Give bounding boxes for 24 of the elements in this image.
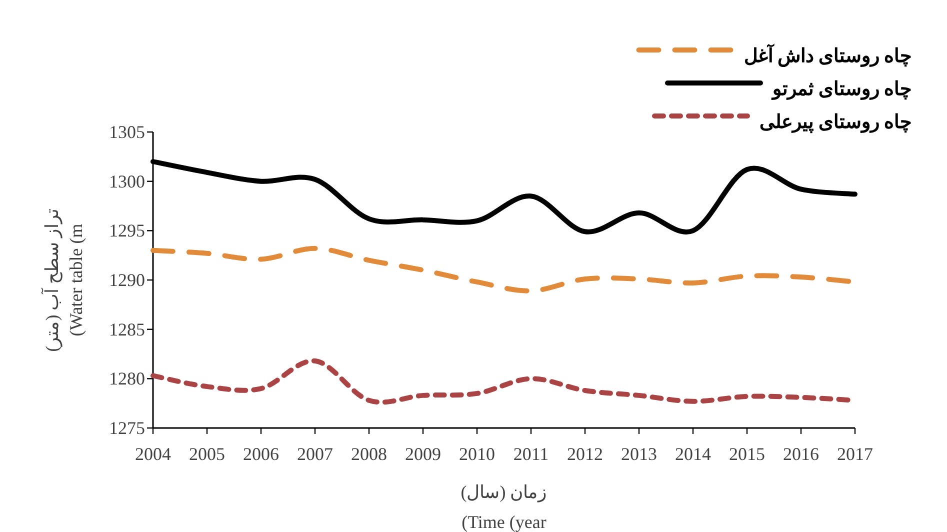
x-tick-label: 2011	[513, 444, 549, 464]
legend-label: چاه روستای داش آغل	[744, 43, 912, 67]
y-tick-label: 1300	[109, 171, 145, 192]
legend-label: چاه روستای پیرعلی	[760, 112, 912, 133]
y-tick-label: 1285	[109, 319, 145, 340]
y-tick-label: 1295	[109, 220, 145, 241]
x-tick-label: 2013	[621, 444, 657, 464]
x-tick-label: 2017	[837, 444, 873, 464]
legend-label: چاه روستای ثمرتو	[770, 79, 912, 100]
y-tick-label: 1280	[109, 368, 145, 389]
x-tick-label: 2012	[567, 444, 603, 464]
x-tick-label: 2007	[297, 444, 333, 464]
y-tick-label: 1275	[109, 418, 145, 438]
x-tick-label: 2008	[351, 444, 387, 464]
x-tick-label: 2009	[405, 444, 441, 464]
x-tick-label: 2005	[189, 444, 225, 464]
y-tick-label: 1290	[109, 270, 145, 290]
x-tick-label: 2016	[783, 444, 819, 464]
x-tick-label: 2015	[729, 444, 765, 464]
y-tick-label: 1305	[109, 122, 145, 142]
x-tick-label: 2014	[675, 444, 711, 464]
x-tick-label: 2006	[243, 444, 279, 464]
x-tick-label: 2004	[135, 444, 171, 464]
x-tick-label: 2010	[459, 444, 495, 464]
